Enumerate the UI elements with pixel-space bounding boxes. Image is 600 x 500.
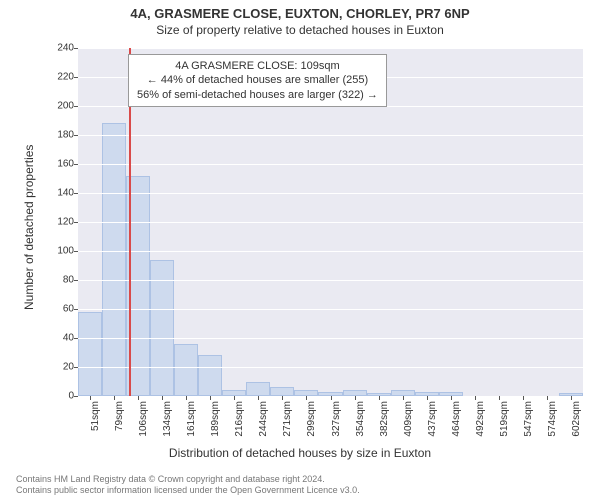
x-tick-label: 602sqm xyxy=(571,401,582,451)
footer-line-1: Contains HM Land Registry data © Crown c… xyxy=(16,474,360,485)
x-tick-mark xyxy=(451,396,452,400)
info-line-3: 56% of semi-detached houses are larger (… xyxy=(137,88,378,102)
x-tick-label: 382sqm xyxy=(379,401,390,451)
plot-area: 4A GRASMERE CLOSE: 109sqm ← 44% of detac… xyxy=(78,48,583,396)
y-tick-mark xyxy=(74,338,78,339)
x-tick-mark xyxy=(379,396,380,400)
x-tick-mark xyxy=(306,396,307,400)
y-tick-mark xyxy=(74,251,78,252)
y-tick-label: 220 xyxy=(44,72,74,83)
y-tick-mark xyxy=(74,48,78,49)
gridline-h xyxy=(78,338,583,339)
x-tick-mark xyxy=(571,396,572,400)
x-tick-mark xyxy=(186,396,187,400)
y-tick-mark xyxy=(74,77,78,78)
info-line-2: ← 44% of detached houses are smaller (25… xyxy=(137,73,378,87)
x-tick-label: 216sqm xyxy=(234,401,245,451)
y-tick-label: 40 xyxy=(44,333,74,344)
x-tick-label: 51sqm xyxy=(90,401,101,451)
gridline-h xyxy=(78,367,583,368)
x-tick-label: 327sqm xyxy=(331,401,342,451)
y-tick-mark xyxy=(74,193,78,194)
x-tick-label: 271sqm xyxy=(282,401,293,451)
y-tick-label: 100 xyxy=(44,246,74,257)
footer-attribution: Contains HM Land Registry data © Crown c… xyxy=(16,474,360,496)
y-tick-label: 0 xyxy=(44,391,74,402)
footer-line-2: Contains public sector information licen… xyxy=(16,485,360,496)
x-tick-mark xyxy=(499,396,500,400)
x-tick-label: 161sqm xyxy=(186,401,197,451)
x-tick-mark xyxy=(90,396,91,400)
x-tick-mark xyxy=(210,396,211,400)
x-tick-label: 547sqm xyxy=(523,401,534,451)
gridline-h xyxy=(78,48,583,49)
x-tick-mark xyxy=(162,396,163,400)
x-tick-label: 299sqm xyxy=(306,401,317,451)
histogram-bar xyxy=(78,312,102,396)
histogram-bar xyxy=(174,344,198,396)
x-tick-label: 354sqm xyxy=(355,401,366,451)
x-tick-mark xyxy=(403,396,404,400)
x-tick-label: 409sqm xyxy=(403,401,414,451)
gridline-h xyxy=(78,222,583,223)
y-tick-label: 20 xyxy=(44,362,74,373)
y-tick-label: 60 xyxy=(44,304,74,315)
x-tick-label: 492sqm xyxy=(475,401,486,451)
x-tick-mark xyxy=(138,396,139,400)
y-tick-label: 120 xyxy=(44,217,74,228)
x-tick-label: 437sqm xyxy=(427,401,438,451)
y-tick-label: 200 xyxy=(44,101,74,112)
gridline-h xyxy=(78,135,583,136)
x-tick-mark xyxy=(547,396,548,400)
x-tick-label: 244sqm xyxy=(258,401,269,451)
histogram-bar xyxy=(270,387,294,396)
chart-title-main: 4A, GRASMERE CLOSE, EUXTON, CHORLEY, PR7… xyxy=(0,0,600,21)
y-tick-label: 180 xyxy=(44,130,74,141)
y-tick-mark xyxy=(74,309,78,310)
y-tick-mark xyxy=(74,367,78,368)
y-axis-label: Number of detached properties xyxy=(22,145,36,310)
y-tick-mark xyxy=(74,280,78,281)
gridline-h xyxy=(78,251,583,252)
y-tick-mark xyxy=(74,135,78,136)
chart-title-sub: Size of property relative to detached ho… xyxy=(0,21,600,37)
gridline-h xyxy=(78,193,583,194)
x-tick-mark xyxy=(234,396,235,400)
gridline-h xyxy=(78,280,583,281)
x-tick-mark xyxy=(475,396,476,400)
x-tick-mark xyxy=(258,396,259,400)
y-tick-label: 140 xyxy=(44,188,74,199)
y-tick-mark xyxy=(74,106,78,107)
gridline-h xyxy=(78,164,583,165)
x-tick-label: 464sqm xyxy=(451,401,462,451)
x-tick-mark xyxy=(523,396,524,400)
y-tick-mark xyxy=(74,396,78,397)
x-tick-label: 79sqm xyxy=(114,401,125,451)
histogram-bar xyxy=(198,355,222,396)
x-tick-mark xyxy=(114,396,115,400)
y-tick-mark xyxy=(74,164,78,165)
histogram-bar xyxy=(246,382,270,397)
info-line-1: 4A GRASMERE CLOSE: 109sqm xyxy=(137,59,378,73)
y-tick-mark xyxy=(74,222,78,223)
info-annotation-box: 4A GRASMERE CLOSE: 109sqm ← 44% of detac… xyxy=(128,54,387,107)
x-tick-label: 189sqm xyxy=(210,401,221,451)
x-tick-label: 134sqm xyxy=(162,401,173,451)
y-tick-label: 160 xyxy=(44,159,74,170)
x-tick-label: 574sqm xyxy=(547,401,558,451)
x-tick-mark xyxy=(355,396,356,400)
y-tick-label: 80 xyxy=(44,275,74,286)
x-tick-label: 106sqm xyxy=(138,401,149,451)
y-tick-label: 240 xyxy=(44,43,74,54)
gridline-h xyxy=(78,309,583,310)
x-tick-mark xyxy=(331,396,332,400)
x-tick-label: 519sqm xyxy=(499,401,510,451)
x-tick-mark xyxy=(282,396,283,400)
x-tick-mark xyxy=(427,396,428,400)
